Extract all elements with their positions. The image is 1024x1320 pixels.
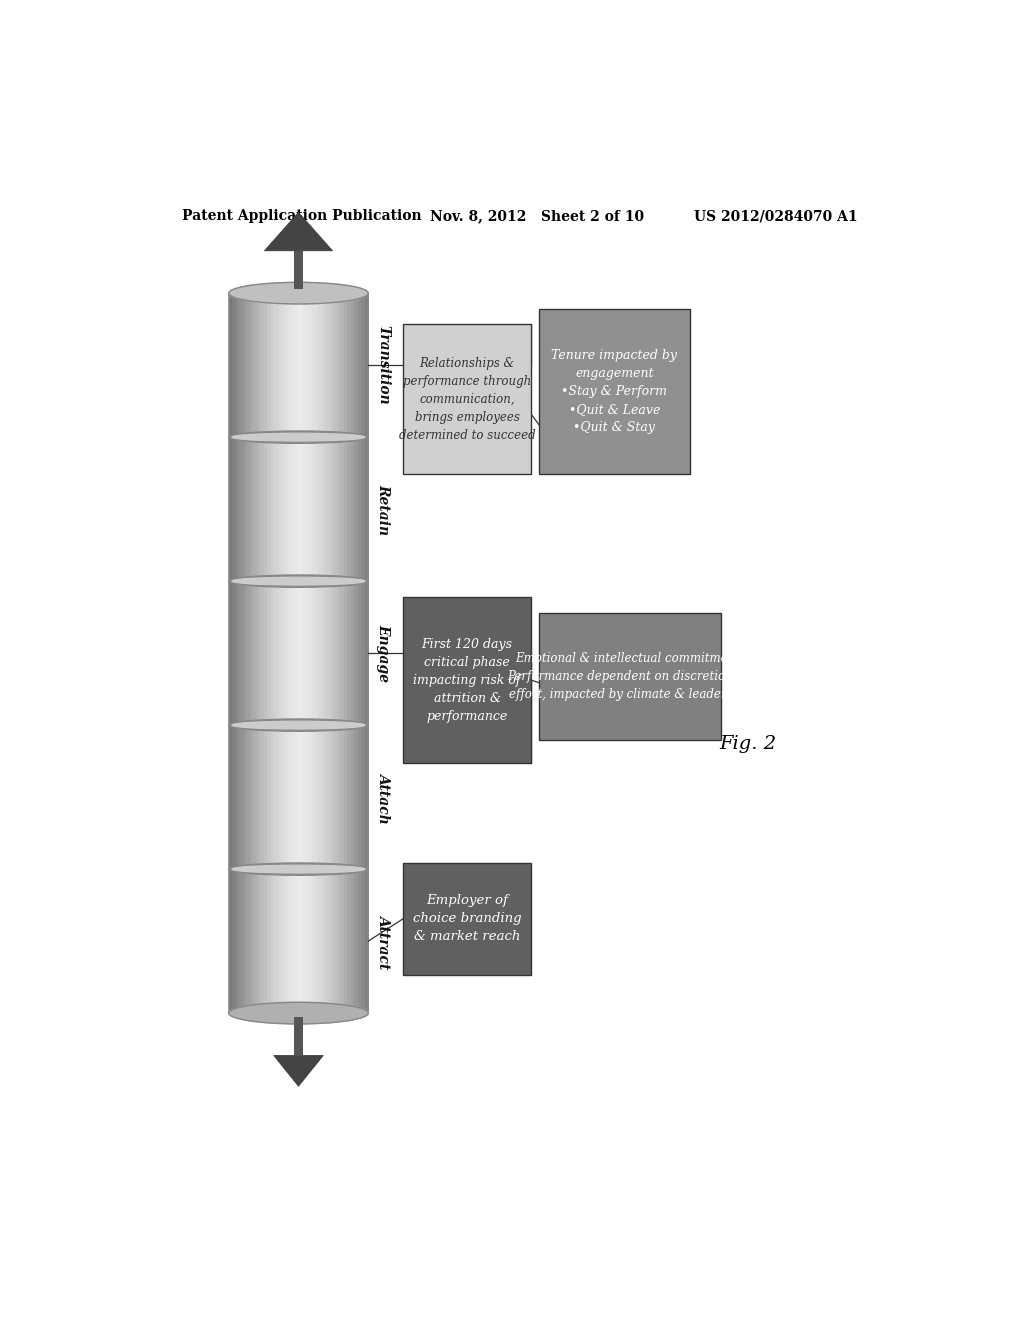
Text: Attach: Attach (377, 772, 391, 822)
Ellipse shape (228, 282, 369, 304)
Bar (267, 293, 271, 1014)
Bar (305, 293, 309, 1014)
Text: Emotional & intellectual commitment.
Performance dependent on discretionary
effo: Emotional & intellectual commitment. Per… (507, 652, 753, 701)
Bar (278, 293, 282, 1014)
Ellipse shape (232, 433, 365, 441)
Text: US 2012/0284070 A1: US 2012/0284070 A1 (693, 209, 857, 223)
Bar (228, 293, 232, 1014)
Bar (232, 293, 237, 1014)
Bar (323, 293, 327, 1014)
Polygon shape (273, 1056, 324, 1086)
Bar (236, 293, 240, 1014)
Ellipse shape (232, 577, 365, 585)
Bar (403, 863, 531, 974)
Ellipse shape (228, 286, 369, 300)
Bar (539, 612, 721, 739)
Bar (334, 293, 337, 1014)
Text: Transition: Transition (377, 325, 391, 405)
Bar (309, 293, 313, 1014)
Bar (295, 293, 299, 1014)
Ellipse shape (232, 1010, 365, 1016)
Bar (403, 597, 531, 763)
Bar (344, 293, 348, 1014)
Bar (539, 309, 690, 474)
Bar (257, 293, 260, 1014)
Bar (246, 293, 250, 1014)
Text: Relationships &
performance through
communication,
brings employees
determined t: Relationships & performance through comm… (398, 356, 536, 441)
Bar (327, 293, 331, 1014)
Ellipse shape (228, 719, 369, 731)
Bar (292, 293, 295, 1014)
Bar (285, 293, 289, 1014)
Bar (361, 293, 366, 1014)
Text: Nov. 8, 2012   Sheet 2 of 10: Nov. 8, 2012 Sheet 2 of 10 (430, 209, 644, 223)
Bar (330, 293, 334, 1014)
Bar (316, 293, 319, 1014)
Bar (302, 293, 306, 1014)
Ellipse shape (232, 289, 365, 297)
Ellipse shape (228, 432, 369, 444)
Ellipse shape (228, 1002, 369, 1024)
Ellipse shape (228, 863, 369, 875)
Text: Engage: Engage (377, 624, 391, 682)
Bar (354, 293, 358, 1014)
Bar (312, 293, 316, 1014)
Text: Fig. 2: Fig. 2 (720, 735, 776, 752)
Bar (347, 293, 351, 1014)
Bar (337, 293, 341, 1014)
Bar (340, 293, 344, 1014)
Text: Retain: Retain (377, 483, 391, 535)
Bar (281, 293, 285, 1014)
Ellipse shape (232, 866, 365, 873)
Bar (250, 293, 254, 1014)
Bar (274, 293, 278, 1014)
Bar (288, 293, 292, 1014)
Ellipse shape (228, 576, 369, 587)
Bar (357, 293, 361, 1014)
Ellipse shape (228, 1007, 369, 1019)
Bar (319, 293, 324, 1014)
Text: Attract: Attract (377, 913, 391, 969)
Bar (294, 1016, 303, 1056)
Bar (260, 293, 264, 1014)
Bar (243, 293, 247, 1014)
Bar (351, 293, 354, 1014)
Bar (270, 293, 274, 1014)
Bar (253, 293, 257, 1014)
Bar (365, 293, 369, 1014)
Polygon shape (264, 213, 333, 251)
Bar (294, 251, 303, 289)
Bar (240, 293, 243, 1014)
Text: Employer of
choice branding
& market reach: Employer of choice branding & market rea… (413, 894, 521, 944)
Bar (263, 293, 267, 1014)
Text: Patent Application Publication: Patent Application Publication (182, 209, 422, 223)
Text: First 120 days
critical phase
impacting risk of
attrition &
performance: First 120 days critical phase impacting … (414, 638, 521, 722)
Bar (299, 293, 302, 1014)
Ellipse shape (232, 721, 365, 729)
Text: Tenure impacted by
engagement
•Stay & Perform
•Quit & Leave
•Quit & Stay: Tenure impacted by engagement •Stay & Pe… (551, 348, 677, 434)
Bar (403, 323, 531, 474)
